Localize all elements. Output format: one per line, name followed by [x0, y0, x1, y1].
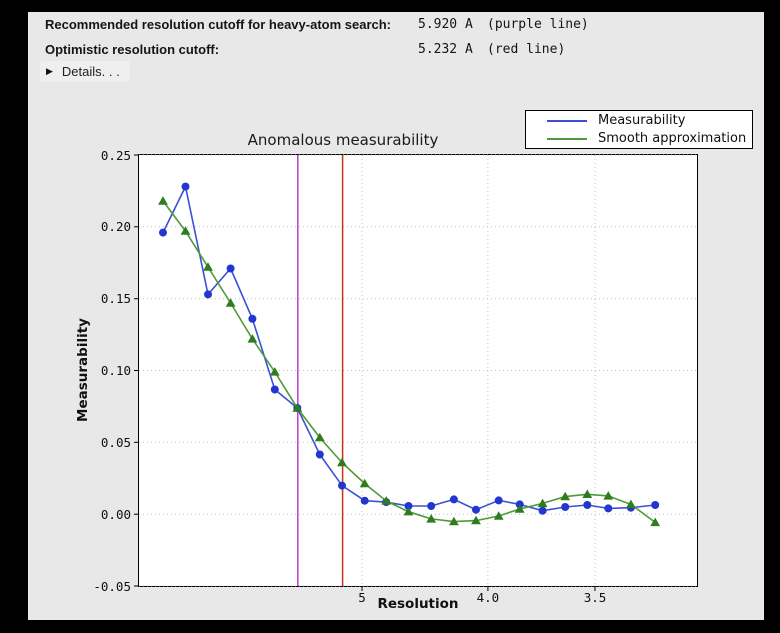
optimistic-cutoff-label: Optimistic resolution cutoff: [45, 42, 220, 57]
recommended-cutoff-note: (purple line) [487, 17, 589, 32]
data-point-triangle [582, 489, 593, 498]
data-point-circle [181, 182, 190, 191]
recommended-cutoff-value: 5.920 A [418, 17, 473, 32]
disclosure-triangle-icon: ▶ [46, 66, 53, 76]
data-point-circle [472, 505, 480, 514]
plot-area: Measurability Resolution 0.25 0.20 0.15 0.1… [75, 148, 698, 612]
y-tick-label: 0.10 [100, 363, 131, 378]
data-point-triangle [314, 432, 325, 442]
data-point-triangle [449, 516, 459, 526]
optimistic-cutoff-note: (red line) [487, 42, 566, 57]
y-tick-label: 0.00 [100, 506, 131, 522]
data-point-circle [583, 501, 592, 509]
data-point-circle [226, 264, 235, 273]
chart-legend: Measurability Smooth approximation [525, 110, 753, 149]
data-point-triangle [292, 403, 303, 412]
x-tick-label: 5 [358, 590, 366, 605]
chart-title: Anomalous measurability [247, 131, 439, 149]
data-point-circle [449, 495, 458, 504]
y-tick-label: 0.25 [100, 147, 131, 163]
data-point-triangle [247, 334, 258, 343]
data-point-triangle [203, 262, 213, 271]
data-point-triangle [650, 517, 661, 527]
data-point-circle [204, 290, 212, 299]
details-label: Details. . . [61, 64, 120, 79]
y-tick-label: 0.20 [100, 219, 131, 235]
series-line-smooth-approximation [162, 200, 656, 524]
legend-label-smooth-approximation: Smooth approximation [598, 131, 747, 146]
data-point-triangle [225, 298, 236, 307]
data-point-triangle [381, 496, 392, 505]
data-point-circle [315, 450, 324, 459]
data-point-circle [538, 506, 547, 515]
data-point-triangle [603, 491, 614, 500]
data-point-circle [360, 496, 369, 505]
data-point-triangle [337, 457, 347, 467]
data-point-triangle [158, 196, 168, 205]
legend-line-smooth-approximation [547, 137, 587, 140]
legend-label-measurability: Measurability [598, 113, 686, 128]
x-axis-label: Resolution [377, 596, 459, 612]
data-point-triangle [269, 367, 280, 376]
y-tick-label: -0.05 [93, 578, 131, 594]
x-tick-label: 4.0 [476, 590, 500, 605]
data-point-circle [561, 503, 570, 511]
data-point-circle [427, 502, 436, 510]
data-point-circle [338, 481, 346, 490]
legend-item-measurability: Measurability [526, 112, 752, 130]
series-line-measurability [162, 184, 656, 512]
data-point-circle [270, 385, 279, 394]
y-tick-label: 0.05 [100, 434, 131, 450]
plot-canvas [134, 154, 697, 591]
details-button[interactable]: ▶ Details. . . [40, 61, 130, 82]
data-point-triangle [180, 226, 191, 235]
data-point-circle [159, 228, 167, 237]
data-point-triangle [359, 478, 370, 488]
y-tick-label: 0.15 [100, 291, 131, 307]
legend-item-smooth-approximation: Smooth approximation [526, 130, 752, 148]
data-point-triangle [403, 506, 414, 516]
data-point-circle [651, 501, 660, 509]
legend-line-measurability [547, 119, 587, 122]
results-panel: Recommended resolution cutoff for heavy-… [28, 12, 764, 620]
data-point-circle [604, 504, 613, 513]
data-point-circle [248, 314, 257, 323]
data-point-triangle [514, 504, 525, 513]
data-point-circle [404, 502, 413, 510]
data-point-triangle [560, 491, 571, 501]
recommended-cutoff-label: Recommended resolution cutoff for heavy-… [45, 17, 392, 32]
data-point-triangle [471, 515, 481, 525]
data-point-triangle [626, 499, 636, 509]
data-point-triangle [537, 498, 548, 508]
x-tick-label: 3.5 [583, 590, 607, 605]
data-point-triangle [426, 514, 437, 523]
data-point-circle [494, 496, 503, 505]
data-point-triangle [493, 511, 504, 520]
optimistic-cutoff-value: 5.232 A [418, 42, 473, 57]
